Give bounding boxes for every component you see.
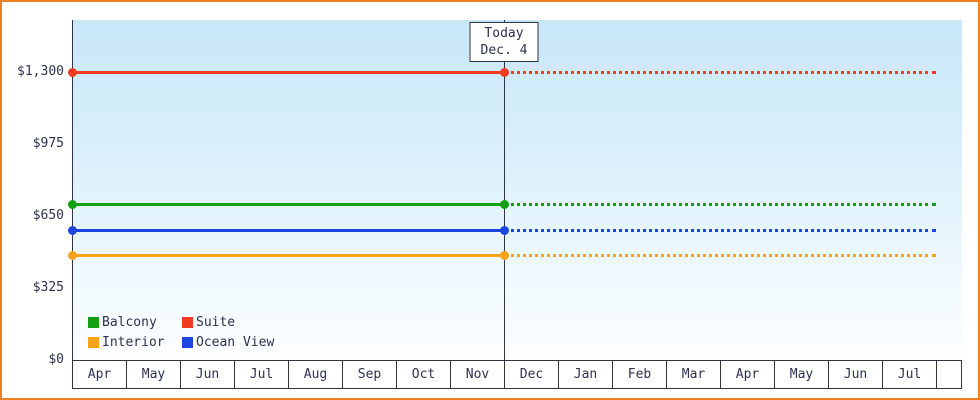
month-cell-mar-11: Mar <box>667 361 721 388</box>
month-cell-jul-15: Jul <box>883 361 937 388</box>
series-interior-solid-line <box>72 254 504 258</box>
series-balcony-start-dot <box>67 200 77 210</box>
month-cell-apr-0: Apr <box>73 361 127 388</box>
month-cell-nov-7: Nov <box>451 361 505 388</box>
month-cell-may-1: May <box>127 361 181 388</box>
series-balcony-dotted-line <box>504 203 936 207</box>
today-label-date: Dec. 4 <box>480 43 528 58</box>
legend-item-balcony: Balcony <box>88 315 182 330</box>
legend-swatch-interior <box>88 336 99 348</box>
month-cell-jun-2: Jun <box>181 361 235 388</box>
plot-area-background <box>72 20 962 360</box>
legend-swatch-suite <box>182 316 193 328</box>
y-tick-label-0: $0 <box>48 352 64 367</box>
y-axis-line <box>72 20 73 360</box>
month-cell-dec-8: Dec <box>505 361 559 388</box>
legend-row-2: Interior Ocean View <box>88 332 274 352</box>
legend-label-balcony: Balcony <box>102 314 157 330</box>
series-suite-start-dot <box>67 67 77 77</box>
legend-label-interior: Interior <box>102 334 165 350</box>
y-tick-label-325: $325 <box>32 280 64 295</box>
x-axis-month-row: Apr May Jun Jul Aug Sep Oct Nov Dec Jan Feb Mar Apr M… <box>72 360 962 389</box>
legend-item-suite: Suite <box>182 315 235 330</box>
today-label-title: Today <box>484 26 524 41</box>
month-cell-jul-3: Jul <box>235 361 289 388</box>
legend-row-1: Balcony Suite <box>88 312 274 332</box>
series-ocean-view-dotted-line <box>504 228 936 232</box>
legend-swatch-balcony <box>88 316 99 328</box>
legend-swatch-ocean-view <box>182 336 193 348</box>
month-cell-jan-9: Jan <box>559 361 613 388</box>
month-cell-sep-5: Sep <box>343 361 397 388</box>
y-tick-label-1300: $1,300 <box>17 64 64 79</box>
y-tick-label-650: $650 <box>32 208 64 223</box>
series-suite-dotted-line <box>504 70 936 74</box>
series-balcony-solid-line <box>72 203 504 207</box>
series-suite-solid-line <box>72 70 504 74</box>
series-interior-dotted-line <box>504 254 936 258</box>
series-balcony-today-dot <box>499 200 509 210</box>
today-vertical-line <box>504 20 505 360</box>
series-ocean-view-solid-line <box>72 228 504 232</box>
legend-label-ocean-view: Ocean View <box>196 334 275 350</box>
month-cell-oct-6: Oct <box>397 361 451 388</box>
month-cell-apr-12: Apr <box>721 361 775 388</box>
y-tick-label-975: $975 <box>32 136 64 151</box>
legend-label-suite: Suite <box>196 314 236 330</box>
legend-item-ocean-view: Ocean View <box>182 335 274 350</box>
legend: Balcony Suite Interior Ocean View <box>88 312 274 352</box>
legend-item-interior: Interior <box>88 335 182 350</box>
today-label-box: Today Dec. 4 <box>469 22 539 62</box>
month-cell-may-13: May <box>775 361 829 388</box>
series-ocean-view-start-dot <box>67 225 77 235</box>
series-interior-start-dot <box>67 251 77 261</box>
month-row-filler <box>937 361 961 388</box>
month-cell-aug-4: Aug <box>289 361 343 388</box>
series-ocean-view-today-dot <box>499 225 509 235</box>
month-cell-feb-10: Feb <box>613 361 667 388</box>
month-cell-jun-14: Jun <box>829 361 883 388</box>
series-interior-today-dot <box>499 251 509 261</box>
series-suite-today-dot <box>499 67 509 77</box>
